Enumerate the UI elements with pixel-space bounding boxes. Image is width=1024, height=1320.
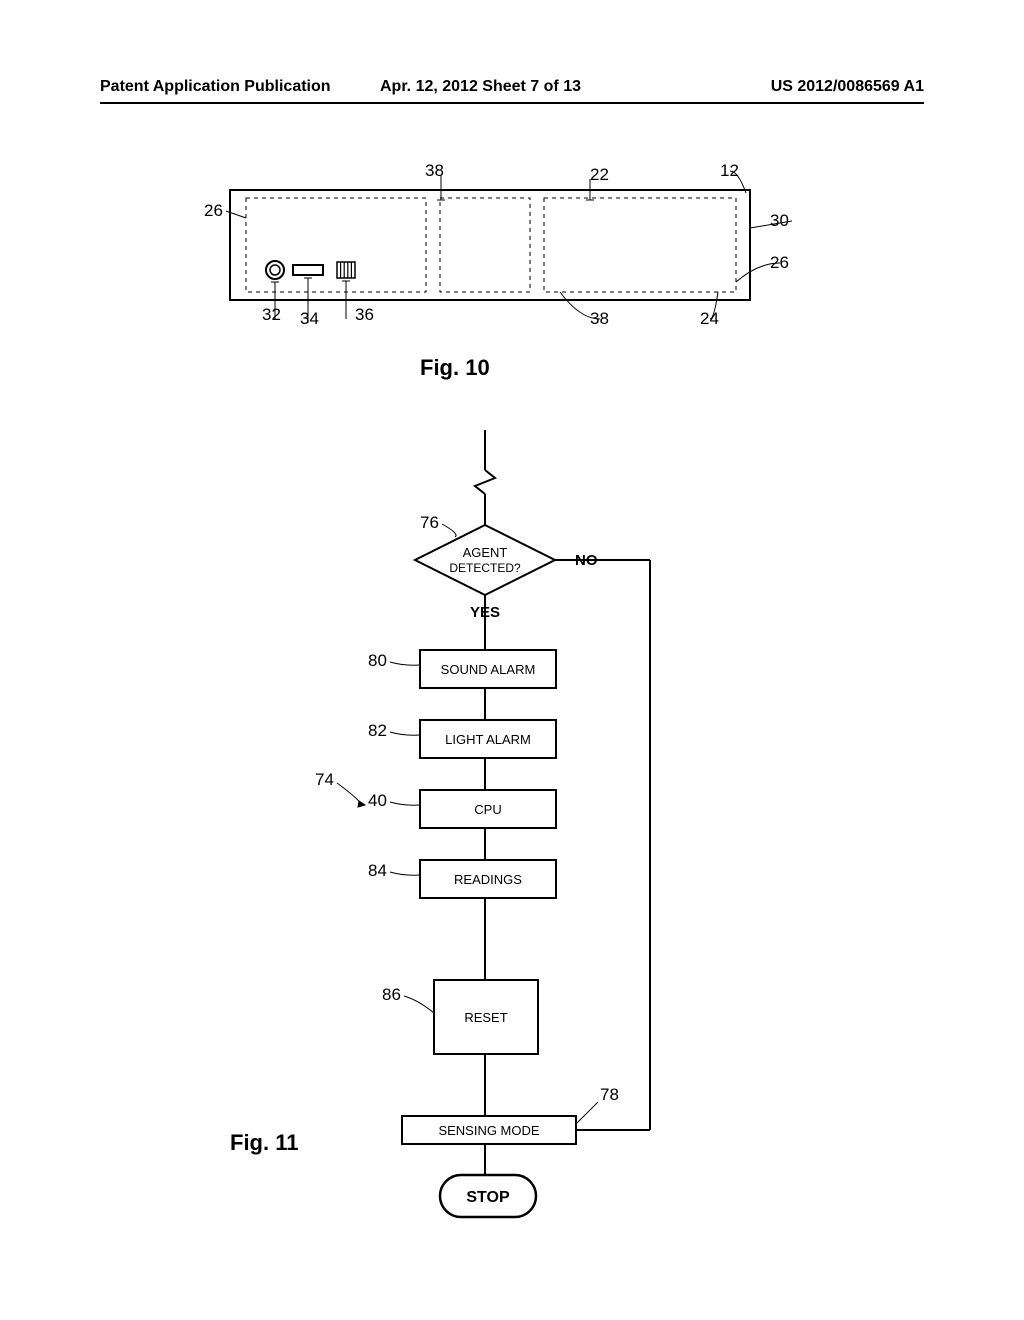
svg-text:RESET: RESET bbox=[464, 1010, 507, 1025]
page: Patent Application Publication Apr. 12, … bbox=[0, 0, 1024, 1320]
svg-text:CPU: CPU bbox=[474, 802, 501, 817]
svg-text:80: 80 bbox=[368, 651, 387, 670]
svg-text:AGENT: AGENT bbox=[463, 545, 508, 560]
svg-text:40: 40 bbox=[368, 791, 387, 810]
svg-text:SOUND ALARM: SOUND ALARM bbox=[441, 662, 536, 677]
svg-text:84: 84 bbox=[368, 861, 387, 880]
svg-text:86: 86 bbox=[382, 985, 401, 1004]
svg-text:LIGHT ALARM: LIGHT ALARM bbox=[445, 732, 531, 747]
svg-text:82: 82 bbox=[368, 721, 387, 740]
svg-text:74: 74 bbox=[315, 770, 334, 789]
svg-text:78: 78 bbox=[600, 1085, 619, 1104]
svg-text:DETECTED?: DETECTED? bbox=[449, 561, 521, 575]
svg-text:76: 76 bbox=[420, 513, 439, 532]
fig11-flowchart: AGENTDETECTED?76YESNOSOUND ALARM80LIGHT … bbox=[0, 0, 1024, 1320]
svg-text:READINGS: READINGS bbox=[454, 872, 522, 887]
svg-text:SENSING MODE: SENSING MODE bbox=[438, 1123, 539, 1138]
svg-text:STOP: STOP bbox=[466, 1189, 510, 1206]
fig11-caption: Fig. 11 bbox=[230, 1130, 298, 1156]
